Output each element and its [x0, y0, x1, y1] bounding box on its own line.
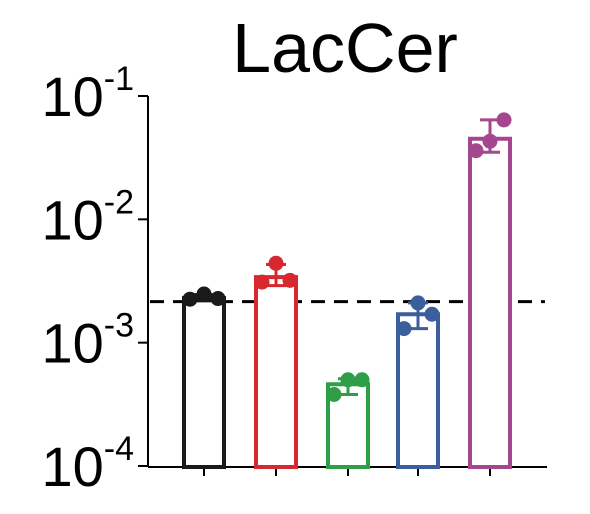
- data-point: [397, 321, 412, 336]
- y-tick-base: 10: [41, 65, 103, 128]
- y-tick-base: 10: [41, 435, 103, 498]
- y-tick-exponent: -4: [104, 430, 134, 468]
- y-tick-label: 10-4: [41, 430, 134, 498]
- data-point: [425, 307, 440, 322]
- data-point: [197, 287, 212, 302]
- data-point: [411, 295, 426, 310]
- y-tick-label: 10-1: [41, 60, 134, 128]
- y-tick-label: 10-2: [41, 183, 134, 251]
- data-point: [469, 143, 484, 158]
- y-tick-exponent: -1: [104, 60, 134, 98]
- data-point: [211, 291, 226, 306]
- data-point: [183, 292, 198, 307]
- data-point: [497, 112, 512, 127]
- y-tick-labels: 10-110-210-310-4: [41, 60, 134, 498]
- bar: [470, 139, 510, 467]
- y-tick-base: 10: [41, 188, 103, 251]
- data-point: [327, 387, 342, 402]
- bar: [398, 314, 438, 467]
- data-point: [483, 134, 498, 149]
- data-point: [269, 256, 284, 271]
- y-tick-exponent: -3: [104, 307, 134, 345]
- y-tick-base: 10: [41, 312, 103, 375]
- bar: [184, 298, 224, 467]
- data-point: [341, 372, 356, 387]
- y-tick-exponent: -2: [104, 183, 134, 221]
- bars-group: [183, 112, 512, 467]
- y-tick-label: 10-3: [41, 307, 134, 375]
- bar: [256, 277, 296, 467]
- data-point: [283, 273, 298, 288]
- data-point: [255, 275, 270, 290]
- data-point: [355, 372, 370, 387]
- chart-title: LacCer: [232, 9, 458, 87]
